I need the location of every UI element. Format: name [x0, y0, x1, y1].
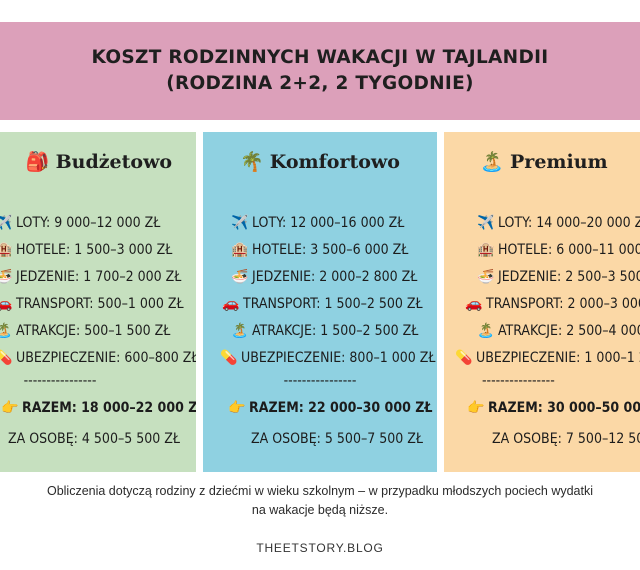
list-item-insurance: 💊 UBEZPIECZENIE: 800–1 000 ZŁ — [203, 345, 437, 372]
budget-title: 🎒 Budżetowo — [0, 150, 196, 174]
hotel-icon: 🏨 — [231, 242, 249, 258]
list-item-flights: ✈️ LOTY: 14 000–20 000 ZŁ — [446, 210, 640, 237]
budget-cost-list: ✈️ LOTY: 9 000–12 000 ZŁ 🏨 HOTELE: 1 500–3… — [0, 210, 196, 454]
page-title: KOSZT RODZINNYCH WAKACJI W TAJLANDII — [91, 47, 549, 68]
hotel-icon: 🏨 — [477, 242, 495, 258]
list-item-food: 🍜JEDZENIE: 2 500–3 500 ZŁ — [446, 264, 640, 291]
page-subtitle: (RODZINA 2+2, 2 TYGODNIE) — [166, 73, 474, 94]
car-icon: 🚗 — [0, 296, 13, 312]
list-item-flights: ✈️ LOTY: 9 000–12 000 ZŁ — [0, 210, 196, 237]
hotels-cost: HOTELE: 6 000–11 000 ZŁ — [498, 242, 640, 258]
premium-title-label: Premium — [510, 150, 608, 173]
flights-cost: LOTY: 12 000–16 000 ZŁ — [252, 215, 405, 231]
island-icon: 🏝️ — [231, 323, 249, 339]
total-row: 👉RAZEM: 30 000–50 000 ZŁ — [446, 392, 640, 424]
total-row: 👉 RAZEM: 22 000–30 000 ZŁ — [203, 392, 437, 424]
island-icon: 🏝️ — [0, 323, 13, 339]
pointing-hand-icon: 👉 — [467, 399, 485, 416]
noodles-icon: 🍜 — [231, 269, 249, 285]
airplane-icon: ✈️ — [231, 215, 249, 231]
title-banner: KOSZT RODZINNYCH WAKACJI W TAJLANDII (RO… — [0, 22, 640, 120]
palm-tree-icon: 🌴 — [240, 151, 264, 173]
blog-credit: THEETSTORY.BLOG — [256, 541, 384, 555]
airplane-icon: ✈️ — [477, 215, 495, 231]
pointing-hand-icon: 👉 — [228, 399, 246, 416]
transport-cost: TRANSPORT: 1 500–2 500 ZŁ — [243, 296, 423, 312]
pill-icon: 💊 — [455, 350, 473, 366]
divider: ---------------- — [482, 373, 555, 389]
noodles-icon: 🍜 — [0, 269, 13, 285]
total-cost: RAZEM: 22 000–30 000 ZŁ — [249, 399, 433, 416]
car-icon: 🚗 — [222, 296, 240, 312]
premium-title: 🏝️ Premium — [446, 150, 640, 174]
list-item-food: 🍜 JEDZENIE: 1 700–2 000 ZŁ — [0, 264, 196, 291]
flights-cost: LOTY: 9 000–12 000 ZŁ — [16, 215, 161, 231]
comfort-title-label: Komfortowo — [269, 150, 400, 173]
list-item-insurance: 💊 UBEZPIECZENIE: 600–800 ZŁ — [0, 345, 196, 372]
premium-column: 🏝️ Premium ✈️ LOTY: 14 000–20 000 ZŁ 🏨 HOT… — [444, 132, 640, 472]
list-item-transport: 🚗 TRANSPORT: 500–1 000 ZŁ — [0, 291, 196, 318]
list-item-hotels: 🏨 HOTELE: 3 500–6 000 ZŁ — [203, 237, 437, 264]
pill-icon: 💊 — [0, 350, 13, 366]
pill-icon: 💊 — [220, 350, 238, 366]
total-row: 👉 RAZEM: 18 000–22 000 ZŁ — [0, 392, 196, 424]
per-person-cost: ZA OSOBĘ: 5 500–7 500 ZŁ — [251, 430, 423, 447]
comfort-cost-list: ✈️ LOTY: 12 000–16 000 ZŁ 🏨 HOTELE: 3 500–… — [203, 210, 437, 454]
total-cost: RAZEM: 30 000–50 000 ZŁ — [488, 399, 640, 416]
list-item-attractions: 🏝️ATRAKCJE: 2 500–4 000 ZŁ — [446, 318, 640, 345]
attractions-cost: ATRAKCJE: 2 500–4 000 ZŁ — [498, 323, 640, 339]
car-icon: 🚗 — [465, 296, 483, 312]
food-cost: JEDZENIE: 2 000–2 800 ZŁ — [252, 269, 418, 285]
island-icon: 🏝️ — [477, 323, 495, 339]
list-item-hotels: 🏨 HOTELE: 1 500–3 000 ZŁ — [0, 237, 196, 264]
divider: ---------------- — [283, 373, 357, 389]
budget-title-label: Budżetowo — [55, 150, 173, 173]
attractions-cost: ATRAKCJE: 1 500–2 500 ZŁ — [252, 323, 419, 339]
insurance-cost: UBEZPIECZENIE: 600–800 ZŁ — [16, 350, 196, 366]
noodles-icon: 🍜 — [477, 269, 495, 285]
pointing-hand-icon: 👉 — [1, 399, 19, 416]
divider: ---------------- — [23, 373, 97, 389]
flights-cost: LOTY: 14 000–20 000 ZŁ — [498, 215, 640, 231]
backpack-icon: 🎒 — [25, 151, 50, 173]
list-item-insurance: 💊UBEZPIECZENIE: 1 000–1 200 ZŁ — [446, 345, 640, 372]
insurance-cost: UBEZPIECZENIE: 800–1 000 ZŁ — [241, 350, 436, 366]
comfort-column: 🌴 Komfortowo ✈️ LOTY: 12 000–16 000 ZŁ 🏨 H… — [203, 132, 437, 472]
list-item-flights: ✈️ LOTY: 12 000–16 000 ZŁ — [203, 210, 437, 237]
per-person-cost: ZA OSOBĘ: 4 500–5 500 ZŁ — [8, 430, 180, 447]
list-item-attractions: 🏝️ ATRAKCJE: 500–1 500 ZŁ — [0, 318, 196, 345]
per-person-cost: ZA OSOBĘ: 7 500–12 500 ZŁ — [492, 430, 640, 447]
comfort-title: 🌴 Komfortowo — [203, 150, 437, 174]
food-cost: JEDZENIE: 1 700–2 000 ZŁ — [16, 269, 182, 285]
budget-column: 🎒 Budżetowo ✈️ LOTY: 9 000–12 000 ZŁ 🏨 HOT… — [0, 132, 196, 472]
list-item-attractions: 🏝️ ATRAKCJE: 1 500–2 500 ZŁ — [203, 318, 437, 345]
hotel-icon: 🏨 — [0, 242, 13, 258]
transport-cost: TRANSPORT: 2 000–3 000 ZŁ — [486, 296, 640, 312]
list-item-hotels: 🏨HOTELE: 6 000–11 000 ZŁ — [446, 237, 640, 264]
hotels-cost: HOTELE: 3 500–6 000 ZŁ — [252, 242, 409, 258]
footnote: Obliczenia dotyczą rodziny z dziećmi w w… — [46, 484, 594, 517]
list-item-food: 🍜 JEDZENIE: 2 000–2 800 ZŁ — [203, 264, 437, 291]
insurance-cost: UBEZPIECZENIE: 1 000–1 200 ZŁ — [476, 350, 640, 366]
total-cost: RAZEM: 18 000–22 000 ZŁ — [22, 399, 196, 416]
food-cost: JEDZENIE: 2 500–3 500 ZŁ — [498, 269, 640, 285]
transport-cost: TRANSPORT: 500–1 000 ZŁ — [16, 296, 184, 312]
premium-cost-list: ✈️ LOTY: 14 000–20 000 ZŁ 🏨 HOTELE: 6 000–… — [446, 210, 640, 454]
list-item-transport: 🚗TRANSPORT: 2 000–3 000 ZŁ — [446, 291, 640, 318]
hotels-cost: HOTELE: 1 500–3 000 ZŁ — [16, 242, 173, 258]
attractions-cost: ATRAKCJE: 500–1 500 ZŁ — [16, 323, 171, 339]
beach-umbrella-icon: 🏝️ — [480, 151, 505, 173]
airplane-icon: ✈️ — [0, 215, 13, 231]
list-item-transport: 🚗 TRANSPORT: 1 500–2 500 ZŁ — [203, 291, 437, 318]
